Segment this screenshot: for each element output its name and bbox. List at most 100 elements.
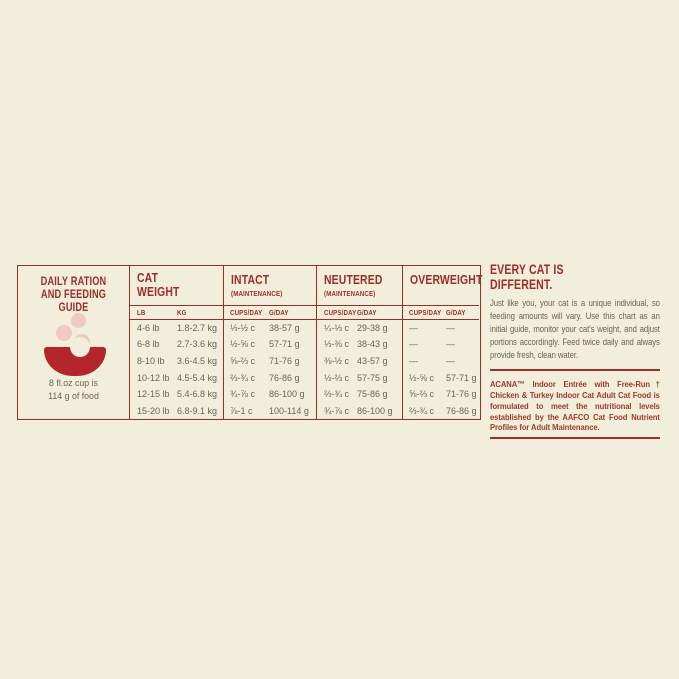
cell-value: — [446,355,455,366]
cell-value: 2.7-3.6 kg [177,339,218,350]
daily-ration-title-line2: AND FEEDING GUIDE [40,289,107,314]
cell-value: 1.8-2.7 kg [177,322,218,333]
table-row: ½-⅔ c 57-75 g [317,369,402,385]
food-bowl-icon [44,311,107,377]
info-heading-text: EVERY CAT IS DIFFERENT. [490,262,564,292]
table-row: 10-12 lb 4.5-5.4 kg [130,369,223,385]
column-subheader-row: CUPS/DAY G/DAY [403,304,479,320]
table-row: 8-10 lb 3.6-4.5 kg [130,353,223,369]
aafco-note-text: ACANA™ Indoor Entrée with Free-Run† Chic… [490,379,660,433]
subheader-label: LB [137,307,146,317]
subheader-label: G/DAY [357,307,377,317]
cell-value: 4-6 lb [137,322,160,333]
cell-value: ⅓-⅜ c [324,339,350,350]
cell-value: 10-12 lb [137,372,170,383]
table-row: ⅓-½ c 38-57 g [224,320,316,336]
column-subheader-row: CUPS/DAY G/DAY [317,304,402,320]
cell-value: — [446,322,455,333]
cell-value: ½-⅝ c [409,372,435,383]
subheader-label: G/DAY [446,307,466,317]
cup-measure-note: 8 fl.oz cup is 114 g of food [18,377,129,403]
table-row: ½-⅝ c 57-71 g [403,369,479,385]
cell-value: 76-86 g [269,372,300,383]
table-row: ⅔-¾ c 75-86 g [317,386,402,402]
cell-value: ⅔-¾ c [324,389,350,400]
cell-value: 86-100 g [269,389,305,400]
info-body-text: Just like you, your cat is a unique indi… [490,298,660,361]
info-body-wrap: Just like you, your cat is a unique indi… [490,297,660,362]
table-row: 12-15 lb 5.4-6.8 kg [130,386,223,402]
column-title: NEUTERED [324,272,383,287]
cell-value: 4.5-5.4 kg [177,372,218,383]
column-title: INTACT [231,272,270,287]
cell-value: 76-86 g [446,405,477,416]
cell-value: 57-71 g [446,372,477,383]
column-subheader-row: CUPS/DAY G/DAY [224,304,316,320]
column-header: INTACT (MAINTENANCE) [224,266,316,305]
cell-value: 6.8-9.1 kg [177,405,218,416]
subheader-label: G/DAY [269,307,289,317]
column-title: CAT WEIGHT [137,270,180,299]
table-row: ⅜-½ c 43-57 g [317,353,402,369]
column-header: CAT WEIGHT [130,266,223,305]
info-heading: EVERY CAT IS DIFFERENT. [490,262,660,292]
info-panel: EVERY CAT IS DIFFERENT. Just like you, y… [490,262,660,440]
divider-line [490,437,660,440]
cell-value: 3.6-4.5 kg [177,355,218,366]
cell-value: ⅞-1 c [230,405,253,416]
cell-value: ¼-⅓ c [324,322,350,333]
cell-value: ½-⅝ c [230,339,256,350]
column-overweight: OVERWEIGHT CUPS/DAY G/DAY — — — — — — ½-⅝ c 57-… [402,266,483,419]
column-subtitle: (MAINTENANCE) [231,289,283,298]
cell-value: 86-100 g [357,405,393,416]
column-rows: 4-6 lb 1.8-2.7 kg 6-8 lb 2.7-3.6 kg 8-10 lb 3… [130,320,223,420]
cell-value: — [409,322,418,333]
cell-value: 57-71 g [269,339,300,350]
table-row: ⅞-1 c 100-114 g [224,402,316,418]
cell-value: 75-86 g [357,389,388,400]
cell-value: ⅝-⅔ c [409,389,435,400]
daily-ration-title: DAILY RATION AND FEEDING GUIDE [18,276,129,315]
kibble-icon [56,325,72,341]
cell-value: 5.4-6.8 kg [177,389,218,400]
cell-value: — [409,355,418,366]
table-row: ⅓-⅜ c 38-43 g [317,336,402,352]
table-row: ⅔-¾ c 76-86 g [224,369,316,385]
column-rows: ⅓-½ c 38-57 g ½-⅝ c 57-71 g ⅝-⅔ c 71-76 g ⅔-¾ … [224,320,316,420]
column-title: OVERWEIGHT [410,272,483,287]
cell-value: ⅔-¾ c [230,372,256,383]
cell-value: 71-76 g [446,389,477,400]
table-row: 15-20 lb 6.8-9.1 kg [130,402,223,418]
table-row: — — [403,320,479,336]
column-subheader-row: LB KG [130,304,223,320]
table-row: 4-6 lb 1.8-2.7 kg [130,320,223,336]
feeding-guide-table: DAILY RATION AND FEEDING GUIDE 8 fl.oz c… [17,265,483,420]
table-row: 6-8 lb 2.7-3.6 kg [130,336,223,352]
column-rows: ¼-⅓ c 29-38 g ⅓-⅜ c 38-43 g ⅜-½ c 43-57 g ½-⅔ … [317,320,402,420]
table-row: — — [403,336,479,352]
cell-value: 38-43 g [357,339,388,350]
table-row: ¾-⅞ c 86-100 g [317,402,402,418]
cell-value: 8-10 lb [137,355,165,366]
table-row: ⅔-¾ c 76-86 g [403,402,479,418]
kibble-icon [71,313,86,328]
table-row: ⅝-⅔ c 71-76 g [224,353,316,369]
cell-value: 12-15 lb [137,389,170,400]
cell-value: — [446,339,455,350]
subheader-label: KG [177,307,187,317]
cell-value: 43-57 g [357,355,388,366]
cell-value: ¾-⅞ c [230,389,256,400]
cell-value: ⅜-½ c [324,355,350,366]
cell-value: 38-57 g [269,322,300,333]
subheader-label: CUPS/DAY [409,307,442,317]
cell-value: ⅔-¾ c [409,405,435,416]
subheader-label: CUPS/DAY [324,307,357,317]
divider-line [490,369,660,372]
cell-value: ¾-⅞ c [324,405,350,416]
daily-ration-cell: DAILY RATION AND FEEDING GUIDE 8 fl.oz c… [18,266,129,419]
daily-ration-title-line1: DAILY RATION [40,276,107,288]
column-header: NEUTERED (MAINTENANCE) [317,266,402,305]
cell-value: 57-75 g [357,372,388,383]
cell-value: — [409,339,418,350]
